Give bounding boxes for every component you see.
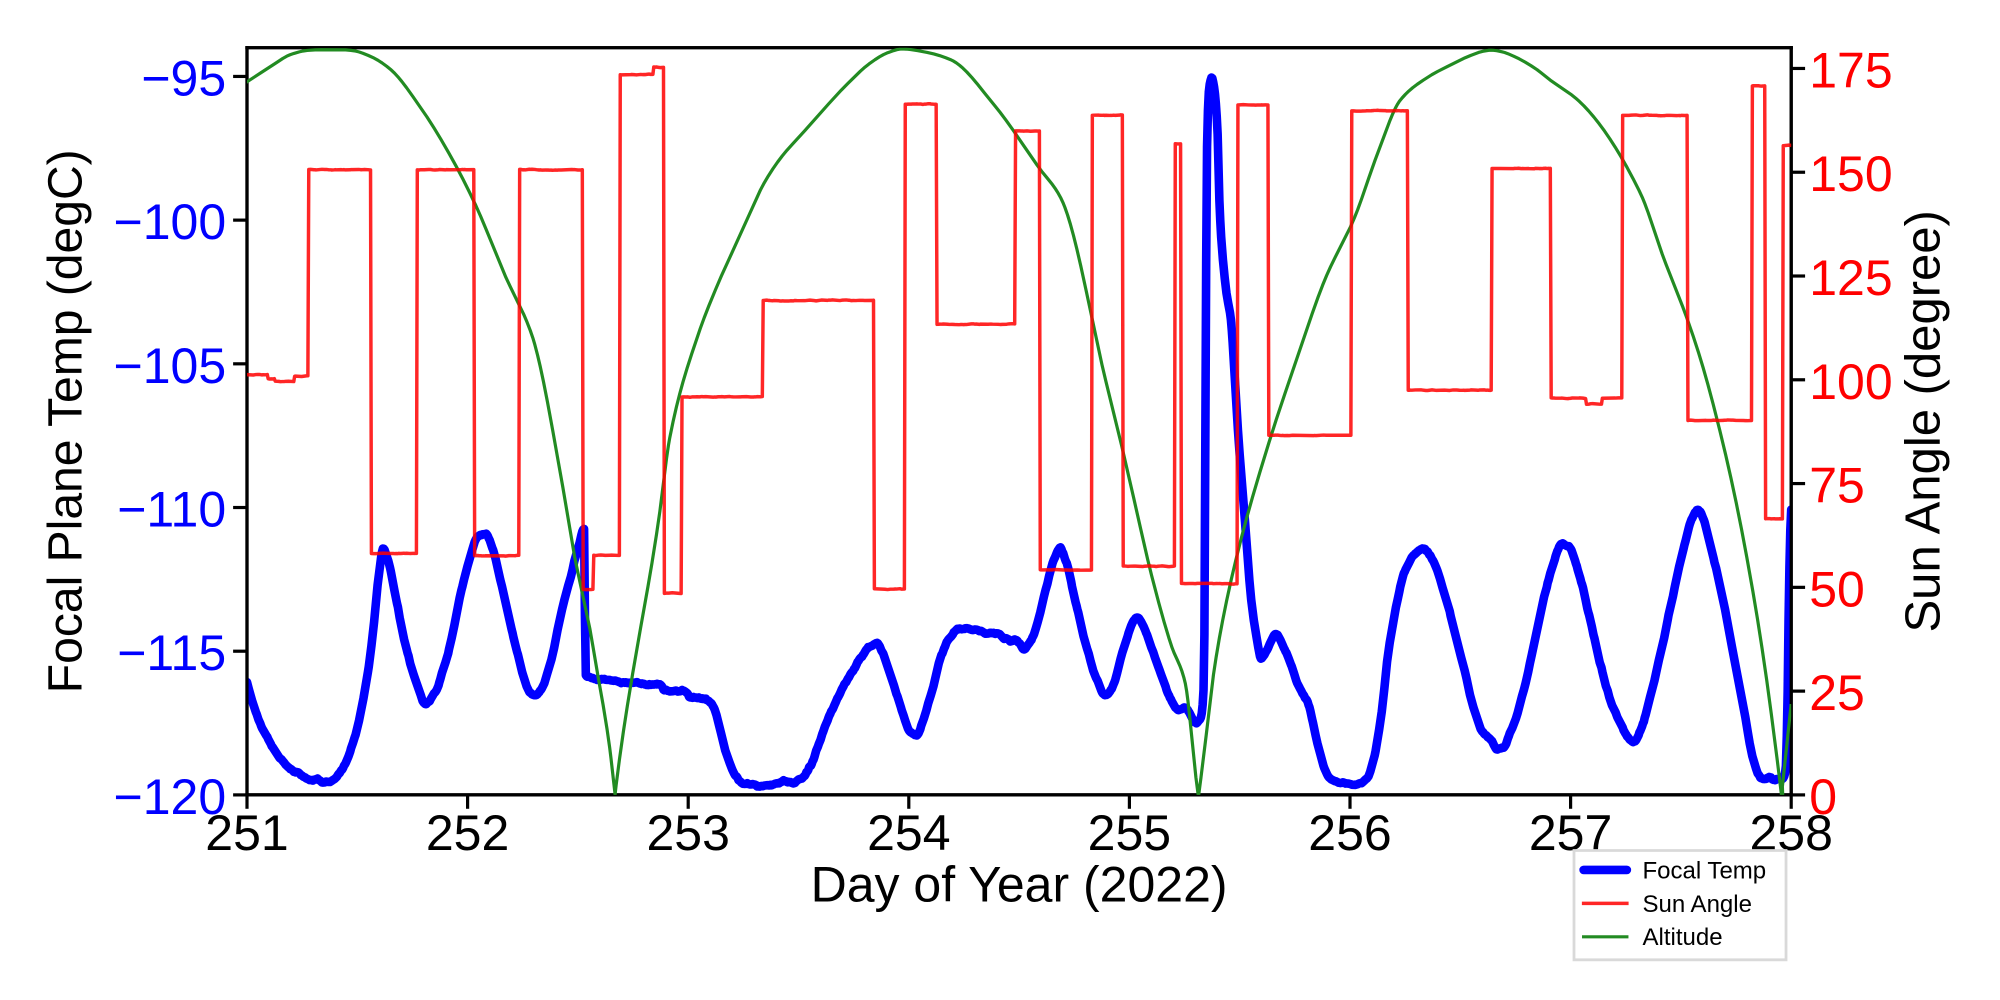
svg-text:150: 150: [1809, 146, 1892, 202]
svg-text:255: 255: [1088, 805, 1171, 861]
svg-text:Focal Temp: Focal Temp: [1642, 857, 1766, 884]
svg-text:25: 25: [1809, 665, 1865, 721]
svg-text:100: 100: [1809, 354, 1892, 410]
svg-text:253: 253: [646, 805, 729, 861]
svg-text:−110: −110: [117, 482, 226, 538]
svg-text:Focal Plane Temp (degC): Focal Plane Temp (degC): [40, 149, 93, 693]
svg-text:0: 0: [1809, 769, 1837, 825]
svg-text:Day of Year (2022): Day of Year (2022): [811, 856, 1228, 912]
svg-text:Altitude: Altitude: [1642, 924, 1722, 951]
svg-text:−100: −100: [114, 194, 227, 250]
svg-text:175: 175: [1809, 42, 1892, 98]
svg-text:254: 254: [867, 805, 950, 861]
svg-text:Sun Angle: Sun Angle: [1642, 891, 1752, 918]
svg-text:75: 75: [1809, 458, 1865, 514]
svg-text:252: 252: [426, 805, 509, 861]
svg-text:−115: −115: [117, 625, 226, 681]
svg-text:Sun Angle (degree): Sun Angle (degree): [1897, 210, 1951, 632]
svg-text:251: 251: [205, 805, 288, 861]
svg-text:−95: −95: [141, 50, 226, 106]
svg-text:−120: −120: [114, 769, 227, 825]
svg-text:125: 125: [1809, 250, 1892, 306]
svg-text:−105: −105: [114, 338, 227, 394]
svg-text:50: 50: [1809, 561, 1865, 617]
svg-text:256: 256: [1308, 805, 1391, 861]
